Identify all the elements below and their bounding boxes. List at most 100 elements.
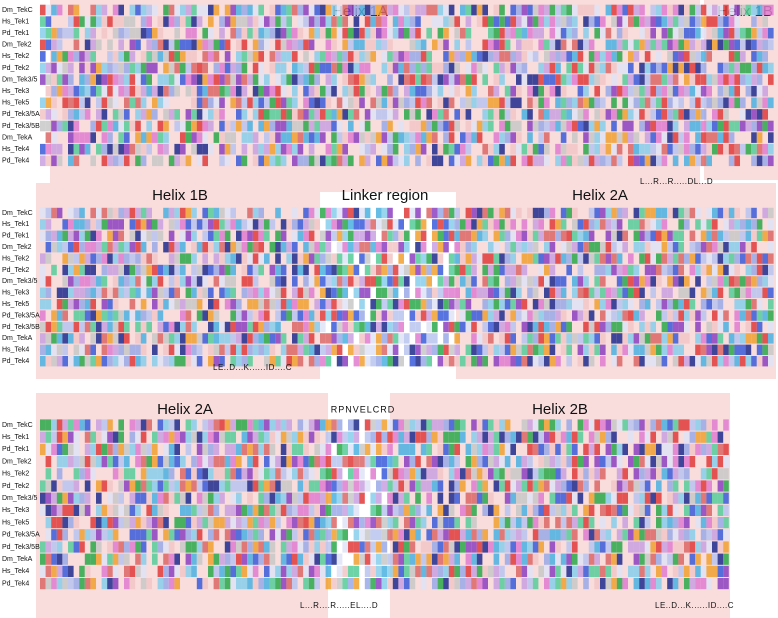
residue [359,51,365,62]
residue [544,468,550,480]
residue [364,62,371,74]
residue [336,155,343,167]
residue [40,4,46,16]
residue [415,419,421,431]
residue [639,553,645,565]
residue [588,443,595,455]
residue [616,541,623,553]
residue [73,419,80,431]
residue [376,504,382,516]
residue [45,578,52,590]
residue [717,517,724,529]
residue [611,207,617,219]
residue [460,143,466,155]
residue [728,120,735,132]
residue [336,443,343,455]
residue [140,264,147,276]
residue [577,333,584,344]
residue [516,85,522,97]
residue [275,109,281,120]
residue [611,39,617,51]
residue [370,219,376,230]
residue [280,51,287,62]
residue [633,207,640,219]
residue [656,132,662,143]
residue [336,456,343,468]
residue [706,287,712,298]
residue [706,431,712,443]
residue [689,207,696,219]
residue [353,264,360,276]
residue [359,219,365,230]
residue [639,155,645,167]
residue [600,155,606,167]
residue [292,529,298,541]
residue [224,504,231,516]
residue [672,207,679,219]
residue [415,39,421,51]
residue [622,310,628,321]
residue [68,143,74,155]
residue [605,565,612,577]
residue [84,97,91,109]
residue [740,310,746,321]
residue [308,504,315,516]
residue [348,565,354,577]
residue [499,333,505,344]
residue [706,456,712,468]
residue [264,120,270,132]
residue [90,27,96,39]
residue [661,529,668,541]
residue [616,62,623,74]
residue [745,109,752,120]
residue [588,242,595,253]
residue [376,541,382,553]
residue [404,492,410,504]
residue [499,143,505,155]
residue [644,16,651,27]
residue [678,287,684,298]
residue [314,62,320,74]
residue [538,62,544,74]
residue [280,242,287,253]
residue [443,356,449,367]
residue [639,27,645,39]
residue [493,468,500,480]
residue [633,4,640,16]
residue [706,578,712,590]
sequence-name: Pd_Tek3/5B [2,324,40,331]
residue [650,242,656,253]
residue [572,310,578,321]
residue [336,120,343,132]
residue [616,155,623,167]
sequence-name: Pd_Tek1 [2,233,29,240]
residue [202,468,208,480]
residue [527,456,533,468]
residue [700,504,707,516]
residue [644,480,651,492]
residue [129,578,136,590]
residue [740,143,746,155]
residue [409,207,416,219]
residue [258,504,264,516]
residue [672,529,679,541]
sequence-name: Hs_Tek1 [2,221,29,228]
residue [314,565,320,577]
residue [51,504,57,516]
residue [527,4,533,16]
residue [633,51,640,62]
residue [191,109,197,120]
residue [465,276,472,287]
residue [594,578,600,590]
residue [331,310,337,321]
residue [381,85,388,97]
residue [762,62,768,74]
residue [135,120,141,132]
residue [320,16,326,27]
residue [560,333,567,344]
residue [348,51,354,62]
residue [594,62,600,74]
residue [684,299,690,310]
residue [107,120,113,132]
residue [678,492,684,504]
